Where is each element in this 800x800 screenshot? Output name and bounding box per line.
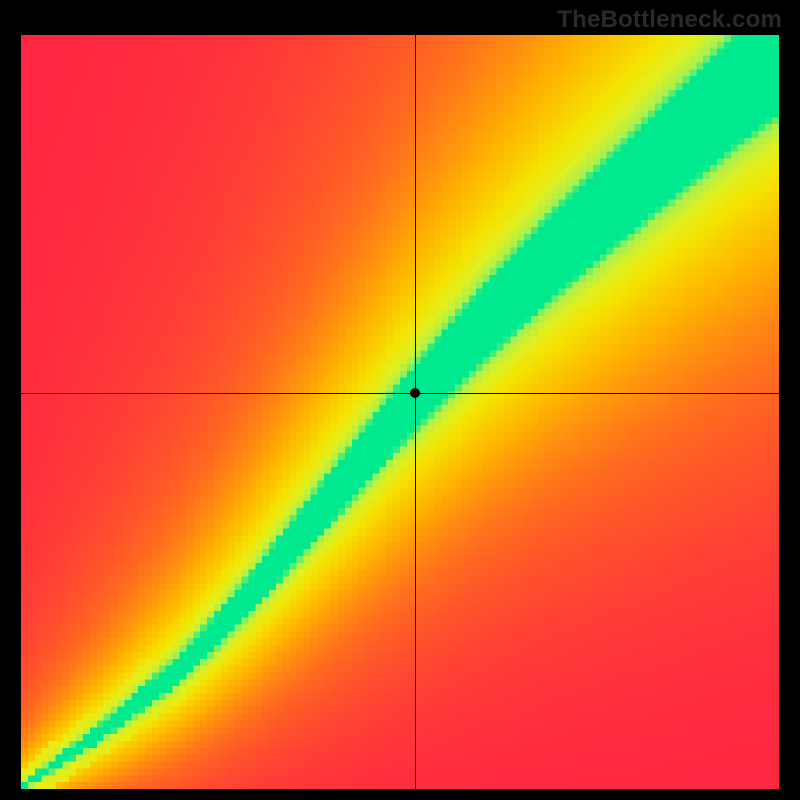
crosshair-horizontal [21, 393, 779, 394]
crosshair-marker [410, 388, 420, 398]
crosshair-vertical [415, 35, 416, 789]
watermark-text: TheBottleneck.com [557, 6, 782, 34]
heatmap-canvas [21, 35, 779, 789]
chart-container: TheBottleneck.com [0, 0, 800, 800]
